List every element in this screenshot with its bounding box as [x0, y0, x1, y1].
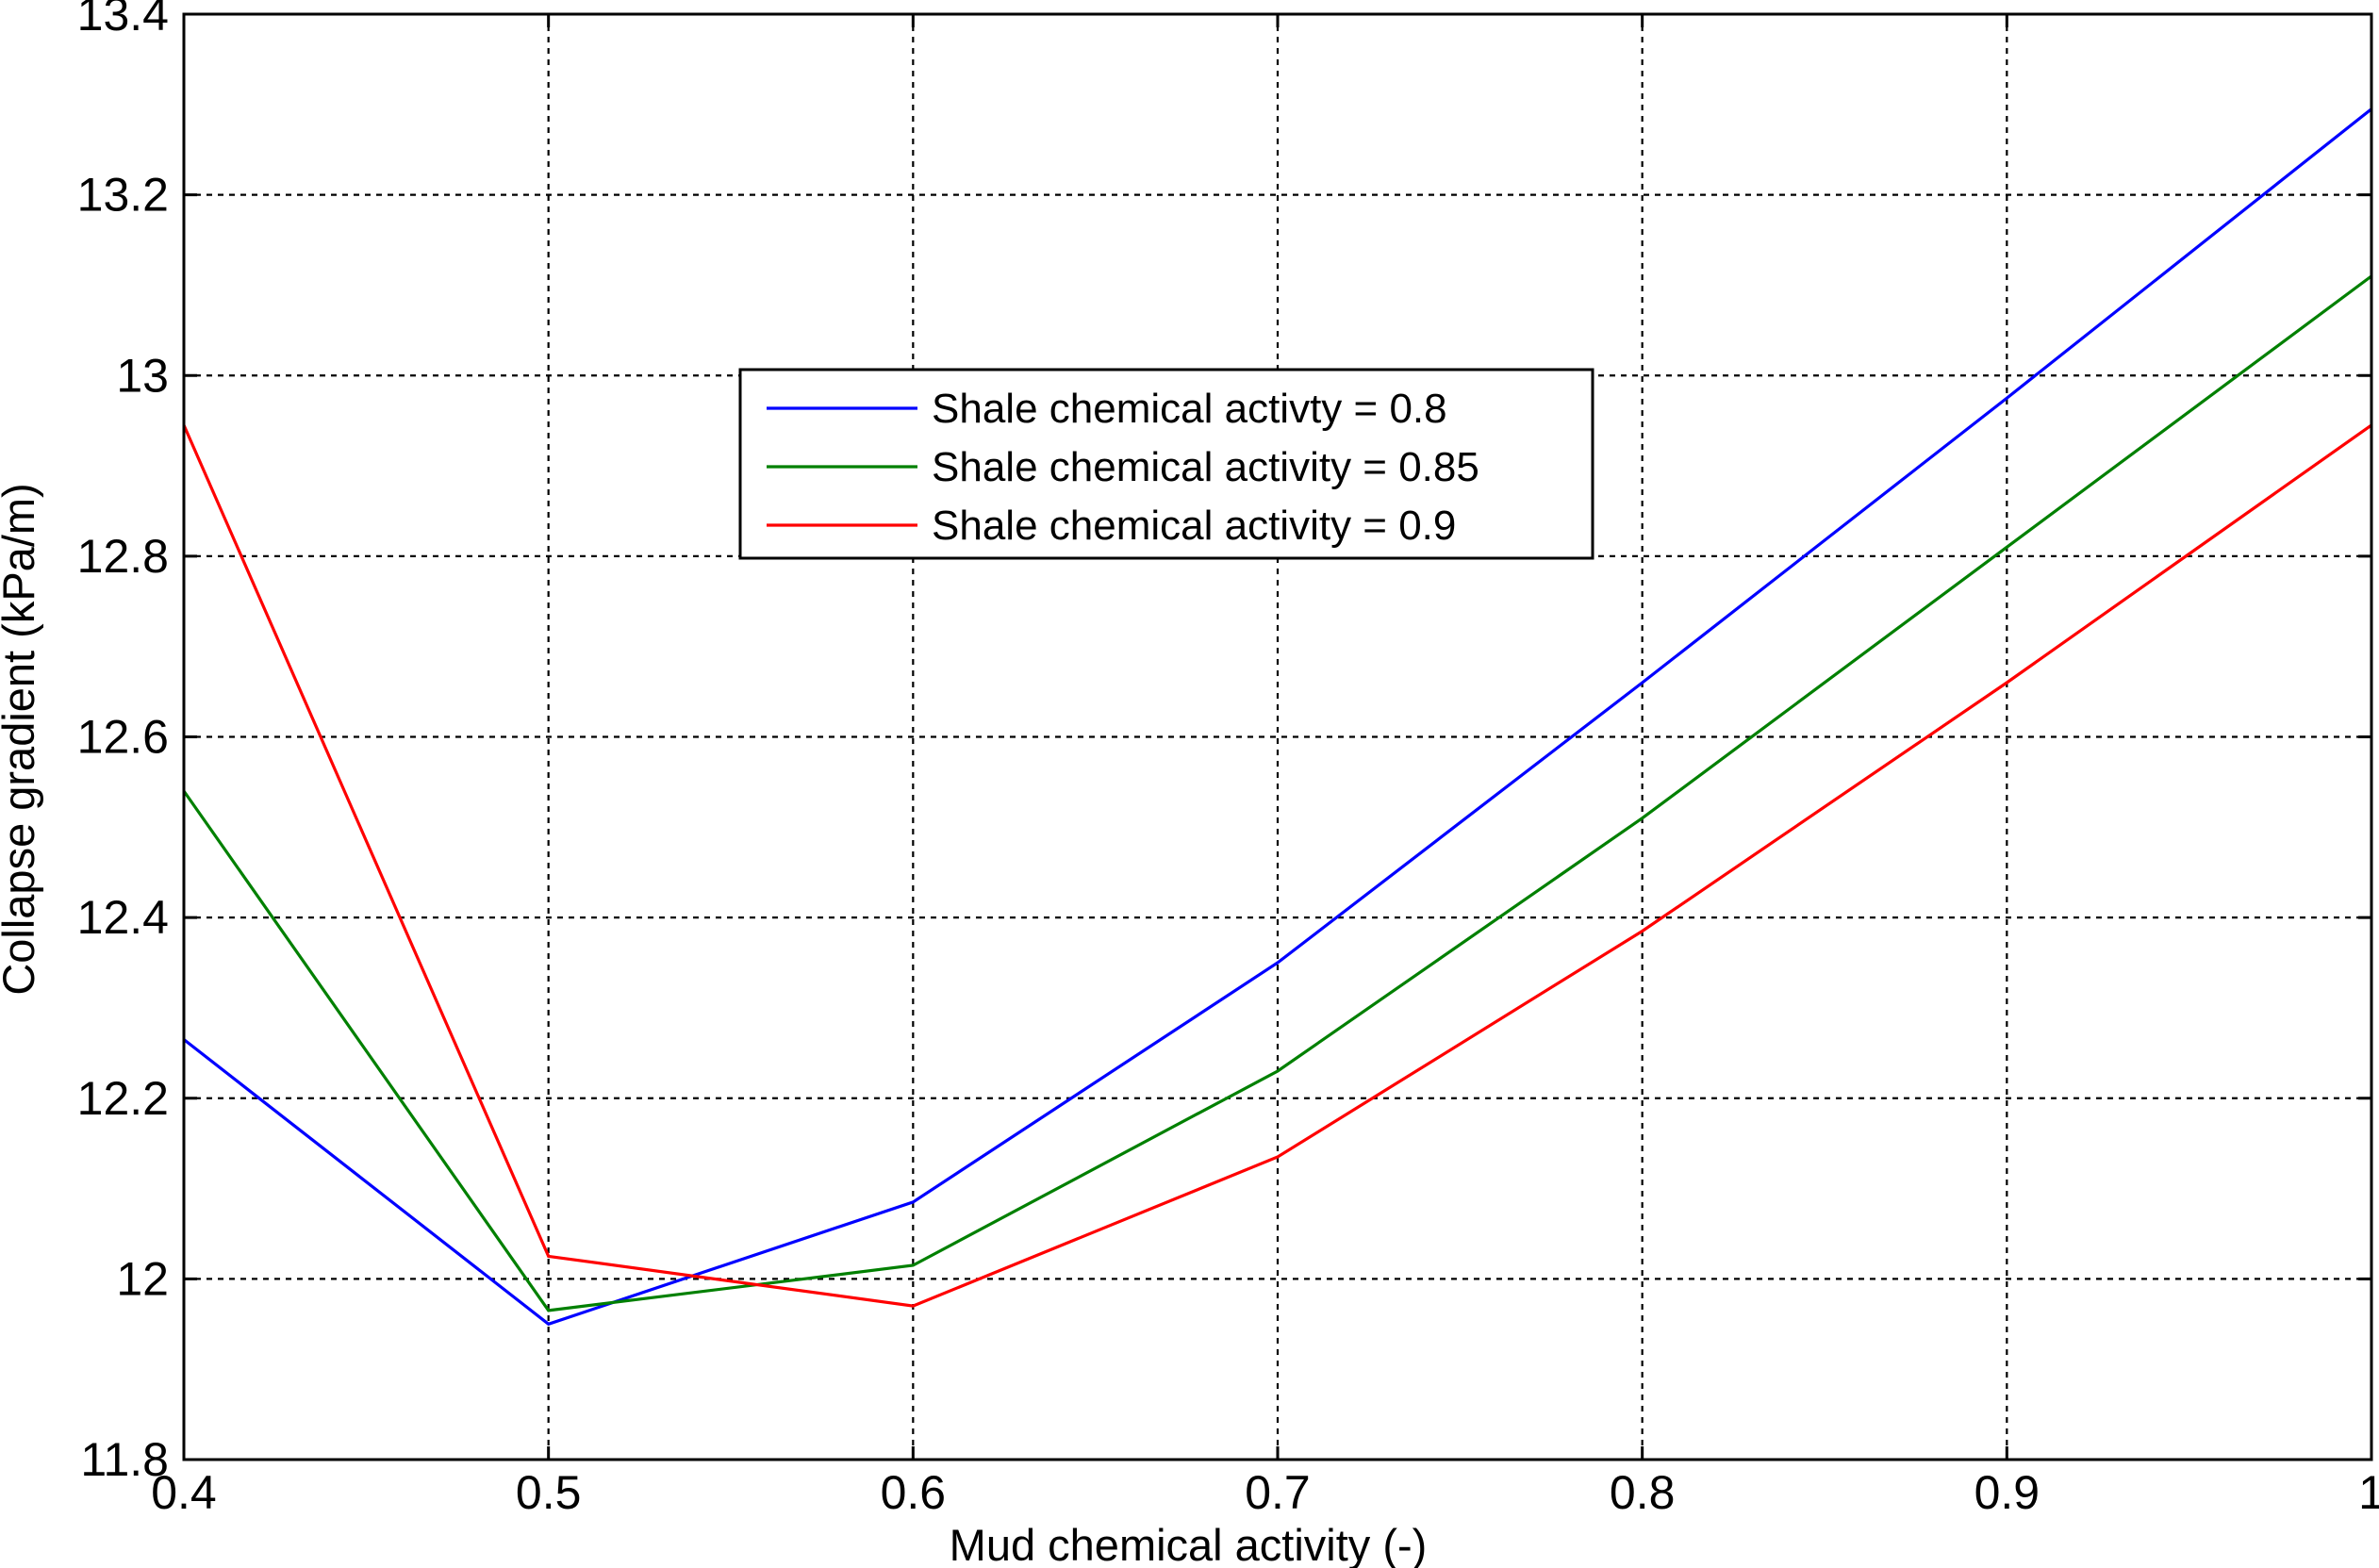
y-tick-label: 12.6 — [77, 711, 169, 764]
legend-box — [738, 368, 1594, 560]
x-tick-label: 0.6 — [881, 1466, 947, 1519]
axis-ticks — [182, 12, 2373, 1461]
y-tick-label: 13.2 — [77, 169, 169, 222]
y-tick-label: 12.2 — [77, 1072, 169, 1125]
legend-label-2: Shale chemical activity = 0.85 — [932, 444, 1479, 490]
legend-entries: Shale chemical activty = 0.8 Shale chemic… — [767, 386, 1479, 549]
series-line-1 — [183, 107, 2372, 1327]
y-tick-label: 12 — [116, 1252, 169, 1305]
x-tick-label: 0.7 — [1245, 1466, 1311, 1519]
series-line-3 — [182, 423, 2372, 1308]
x-tick-label: 1 — [2358, 1466, 2379, 1519]
y-tick-label: 11.8 — [80, 1433, 169, 1486]
x-tick-label: 0.5 — [516, 1466, 582, 1519]
x-tick-label: 0.9 — [1974, 1466, 2040, 1519]
series-lines — [182, 107, 2372, 1327]
x-tick-label: 0.4 — [151, 1466, 217, 1519]
y-axis-title: Collapse gradient (kPa/m) — [0, 483, 43, 995]
legend-label-1: Shale chemical activty = 0.8 — [932, 386, 1447, 432]
x-tick-labels: 0.4 0.5 0.6 0.7 0.8 0.9 1 — [151, 1466, 2379, 1519]
legend: Shale chemical activty = 0.8 Shale chemic… — [738, 368, 1594, 560]
grid-lines — [184, 14, 2371, 1460]
y-tick-label: 13 — [116, 349, 169, 402]
y-tick-label: 12.4 — [77, 891, 169, 944]
x-tick-label: 0.8 — [1610, 1466, 1676, 1519]
x-axis-title: Mud chemical activity (-) — [950, 1520, 1428, 1568]
legend-label-3: Shale chemical activity = 0.9 — [932, 503, 1456, 549]
series-line-2 — [182, 274, 2372, 1312]
y-tick-label: 13.4 — [77, 0, 169, 41]
y-tick-label: 12.8 — [77, 530, 169, 583]
y-tick-labels: 11.8 12 12.2 12.4 12.6 12.8 13 13.2 13.4 — [77, 0, 169, 1486]
